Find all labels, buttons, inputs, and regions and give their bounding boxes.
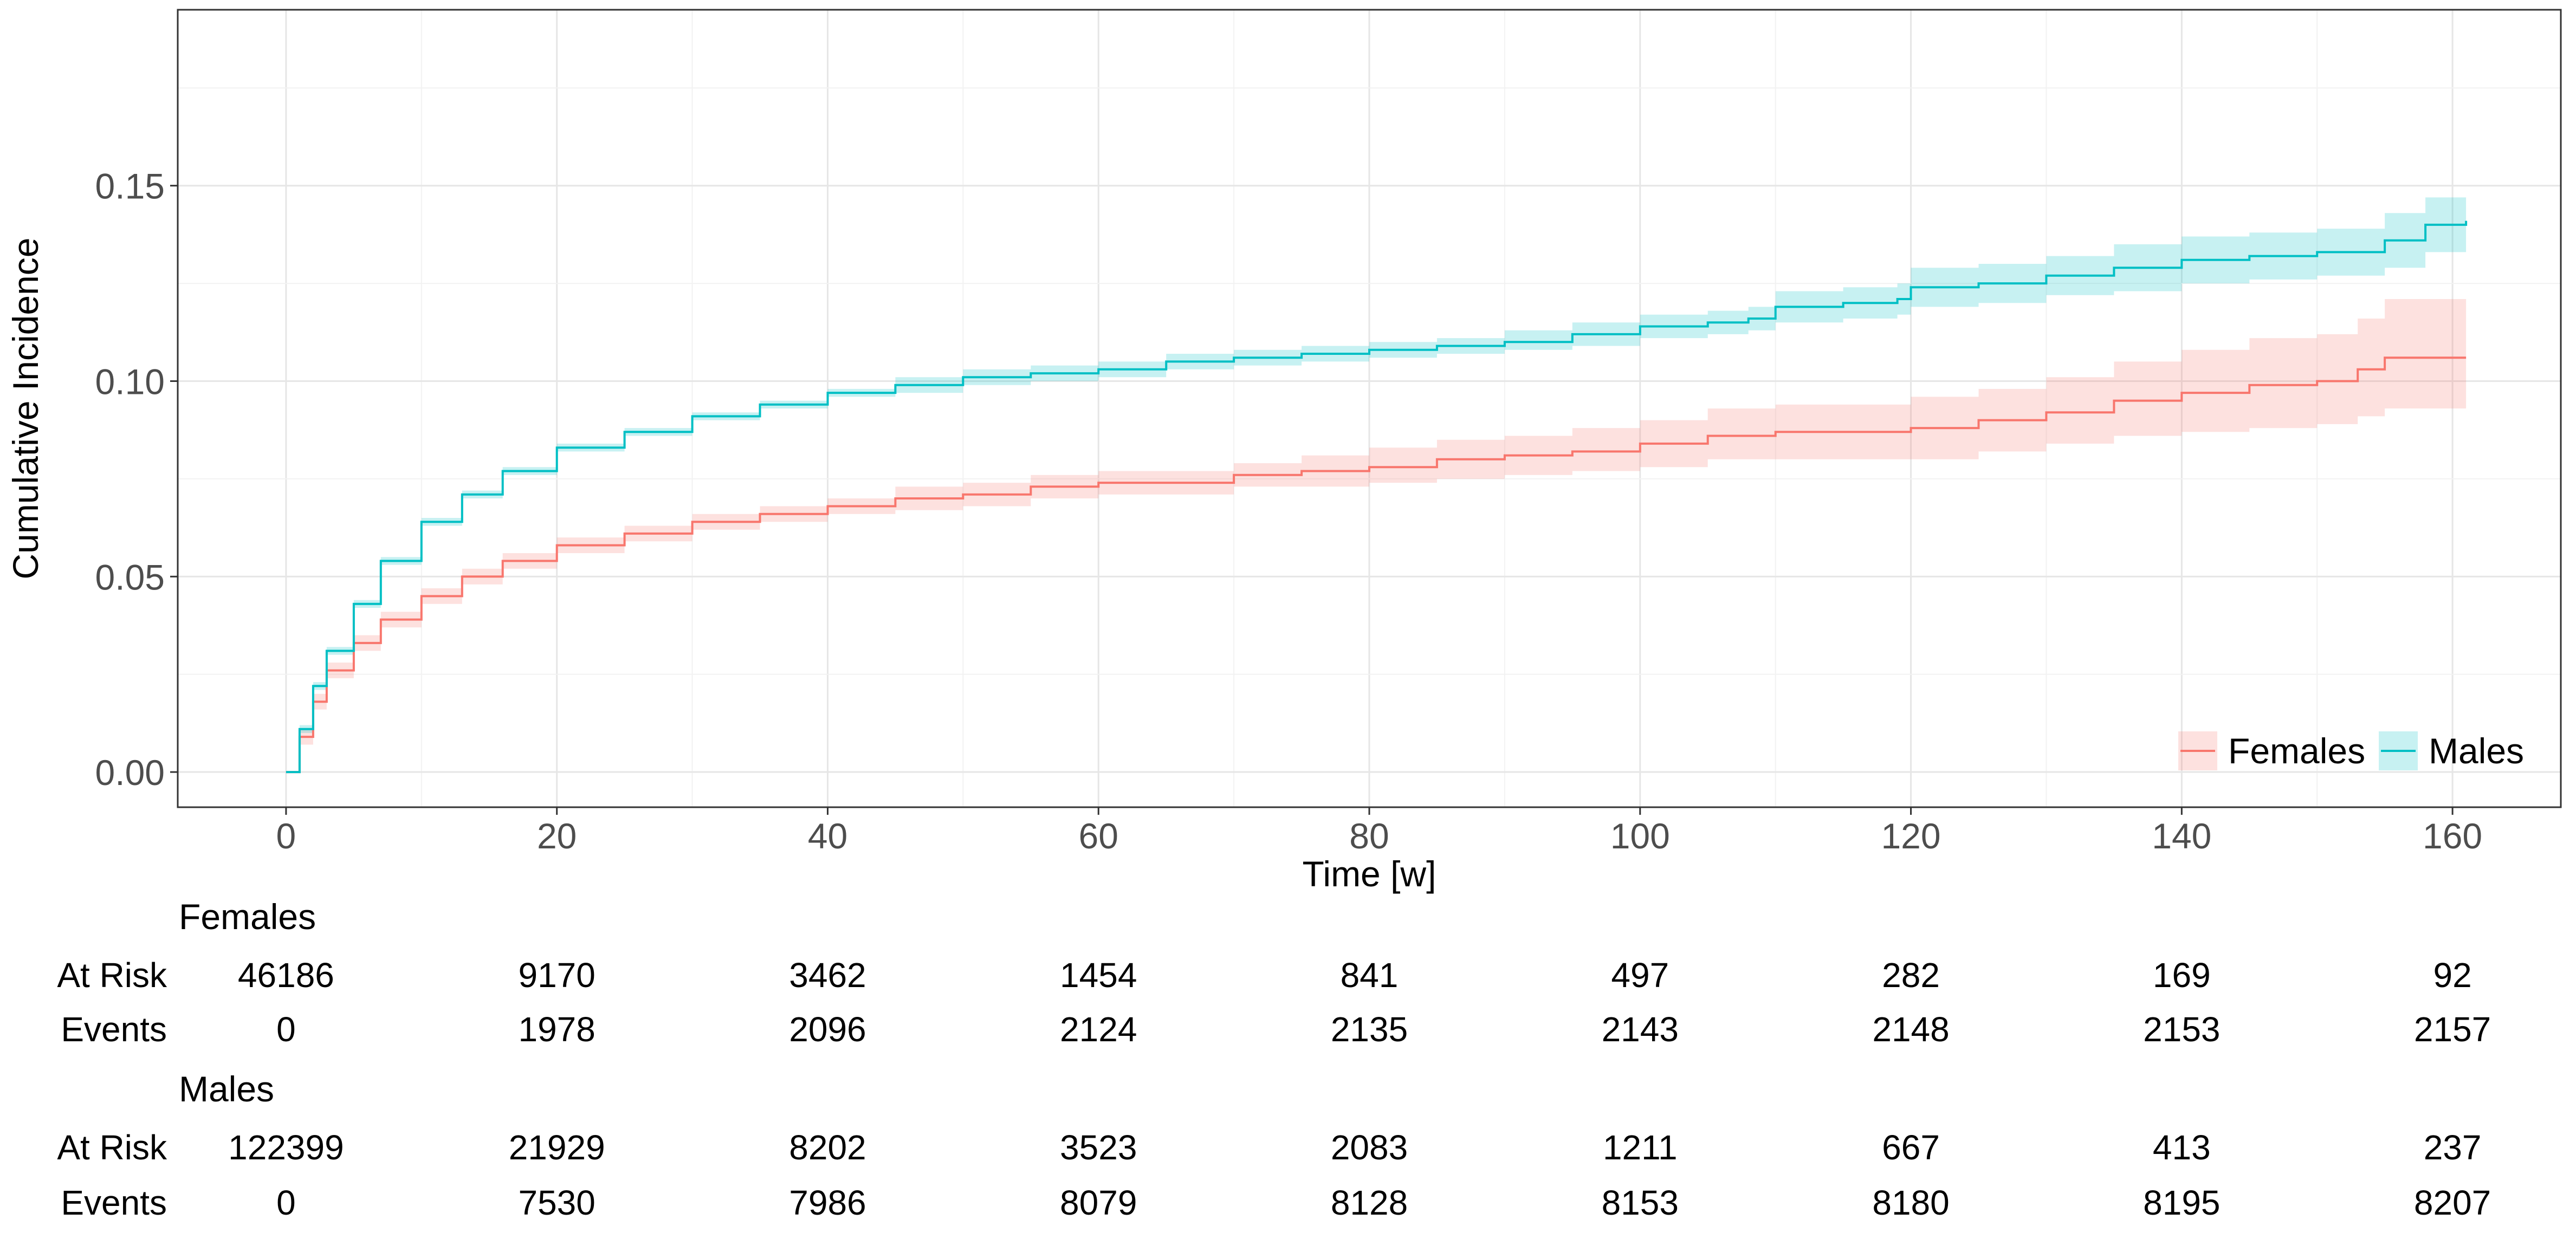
- events-value: 8128: [1331, 1183, 1408, 1222]
- incidence-curves: [286, 220, 2468, 774]
- y-axis-title: Cumulative Incidence: [5, 238, 46, 580]
- males-incidence-line: [286, 220, 2468, 774]
- x-tick-label: 0: [276, 816, 296, 856]
- at-risk-row-label: At Risk: [57, 1128, 167, 1167]
- x-tick-label: 140: [2152, 816, 2211, 856]
- events-row-label: Events: [61, 1010, 167, 1049]
- x-axis-title: Time [w]: [1303, 854, 1436, 894]
- at-risk-value: 413: [2153, 1128, 2211, 1167]
- at-risk-value: 9170: [518, 956, 595, 995]
- grid: [178, 10, 2561, 807]
- events-value: 7986: [789, 1183, 866, 1222]
- at-risk-value: 1211: [1603, 1128, 1678, 1167]
- y-tick-label: 0.15: [95, 166, 165, 206]
- x-tick-label: 160: [2423, 816, 2482, 856]
- at-risk-row-label: At Risk: [57, 956, 167, 995]
- confidence-bands: [286, 189, 2467, 773]
- events-value: 2135: [1331, 1010, 1408, 1049]
- axes: 0 20 40 60 80 100 120 140 160 0.00 0.05 0.10 0.15: [95, 166, 2483, 856]
- at-risk-value: 122399: [228, 1128, 344, 1167]
- events-value: 2096: [789, 1010, 866, 1049]
- events-value: 0: [276, 1183, 296, 1222]
- females-risk-group-title: Females: [179, 897, 316, 937]
- at-risk-value: 46186: [238, 956, 334, 995]
- x-tick-label: 40: [808, 816, 847, 856]
- at-risk-value: 21929: [509, 1128, 605, 1167]
- at-risk-value: 169: [2153, 956, 2211, 995]
- events-value: 7530: [518, 1183, 595, 1222]
- males-risk-group-title: Males: [179, 1069, 274, 1109]
- at-risk-value: 237: [2424, 1128, 2482, 1167]
- at-risk-value: 92: [2433, 956, 2471, 995]
- x-tick-label: 60: [1079, 816, 1118, 856]
- at-risk-value: 497: [1611, 956, 1669, 995]
- events-value: 8079: [1060, 1183, 1137, 1222]
- at-risk-value: 2083: [1331, 1128, 1408, 1167]
- at-risk-value: 3523: [1060, 1128, 1137, 1167]
- x-tick-label: 80: [1349, 816, 1389, 856]
- events-value: 2148: [1872, 1010, 1949, 1049]
- y-tick-label: 0.10: [95, 361, 165, 401]
- legend: Females Males: [2178, 731, 2524, 771]
- events-row-label: Events: [61, 1183, 167, 1222]
- at-risk-value: 841: [1341, 956, 1399, 995]
- risk-table: Females At Risk Events 46186 0 9170 1978 3462 20…: [57, 897, 2491, 1222]
- males-legend-label: Males: [2429, 731, 2524, 771]
- events-value: 2143: [1602, 1010, 1679, 1049]
- males-confidence-band: [286, 189, 2467, 773]
- at-risk-value: 8202: [789, 1128, 866, 1167]
- x-tick-label: 100: [1610, 816, 1670, 856]
- events-value: 8153: [1602, 1183, 1679, 1222]
- events-value: 2153: [2143, 1010, 2220, 1049]
- events-value: 2157: [2414, 1010, 2491, 1049]
- x-tick-label: 120: [1881, 816, 1940, 856]
- y-tick-label: 0.00: [95, 753, 165, 793]
- at-risk-value: 282: [1882, 956, 1940, 995]
- events-value: 8195: [2143, 1183, 2220, 1222]
- females-incidence-line: [286, 356, 2467, 774]
- events-value: 0: [276, 1010, 296, 1049]
- females-legend-label: Females: [2228, 731, 2365, 771]
- events-value: 2124: [1060, 1010, 1137, 1049]
- females-confidence-band: [286, 299, 2467, 773]
- events-value: 1978: [518, 1010, 595, 1049]
- x-tick-label: 20: [537, 816, 577, 856]
- y-tick-label: 0.05: [95, 557, 165, 597]
- events-value: 8180: [1872, 1183, 1949, 1222]
- at-risk-value: 667: [1882, 1128, 1940, 1167]
- at-risk-value: 3462: [789, 956, 866, 995]
- at-risk-value: 1454: [1060, 956, 1137, 995]
- events-value: 8207: [2414, 1183, 2491, 1222]
